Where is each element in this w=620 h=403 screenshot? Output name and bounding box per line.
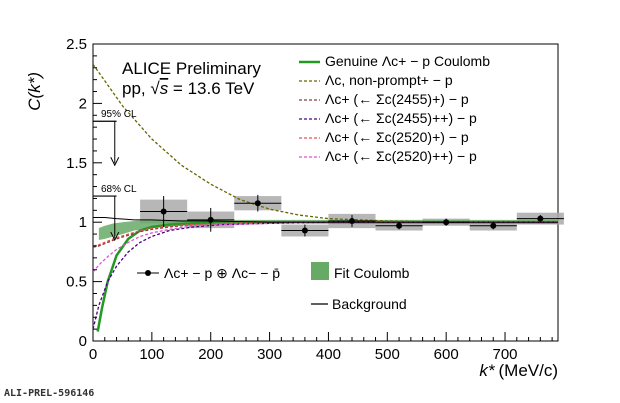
legend-label-genuine: Genuine Λc+ − p Coulomb: [325, 53, 490, 69]
curve-sigma2520p: [93, 221, 558, 247]
legend-marker-dot: [145, 270, 151, 276]
figure-id: ALI-PREL-596146: [4, 388, 94, 399]
data-point-3: [301, 227, 308, 234]
legend-bottom: Λc+ − p ⊕ Λc− − p̄ Fit Coulomb Background: [137, 262, 410, 312]
data-point-2: [254, 200, 261, 207]
y-tick-label-1: 0.5: [66, 274, 87, 291]
legend-label-background: Background: [332, 296, 407, 312]
data-point-0: [160, 208, 167, 215]
legend-top: Genuine Λc+ − p Coulomb Λc, non-prompt+ −…: [299, 53, 490, 164]
legend-label-fit: Fit Coulomb: [334, 265, 410, 281]
data-point-4: [348, 218, 355, 225]
curve-sigma2455p: [93, 221, 558, 248]
x-tick-label-7: 700: [493, 346, 518, 363]
x-tick-label-4: 400: [316, 346, 341, 363]
y-tick-label-3: 1.5: [66, 155, 87, 172]
legend-label-sigma2520p: Λc+ (← Σc(2520)+) − p: [325, 129, 469, 145]
x-tick-label-2: 200: [198, 346, 223, 363]
y-tick-label-4: 2: [79, 95, 87, 112]
y-tick-label-0: 0: [79, 333, 87, 350]
collaboration-label: ALICE Preliminary: [122, 59, 261, 78]
legend-fit-box: [311, 262, 329, 280]
x-axis-title-unit: (MeV/c): [499, 361, 559, 380]
plot-frame: [92, 43, 559, 342]
x-tick-label-0: 0: [89, 346, 97, 363]
axes-ticks: 0 100 200 300 400 500 600 700 0 0.5 1 1.5 2 2.5: [66, 36, 553, 363]
cl-arrow-head-0: [110, 156, 120, 167]
x-tick-label-5: 500: [375, 346, 400, 363]
data-point-1: [207, 216, 214, 223]
x-axis-title-main: k*: [479, 361, 496, 380]
energy-label: pp, √s = 13.6 TeV: [122, 79, 255, 98]
x-axis-title: k* (MeV/c): [479, 361, 558, 380]
legend-label-sigma2455pp: Λc+ (← Σc(2455)++) − p: [325, 110, 477, 126]
x-tick-label-6: 600: [434, 346, 459, 363]
y-axis-title: C(k*): [25, 72, 44, 111]
y-tick-label-5: 2.5: [66, 36, 87, 53]
x-tick-label-1: 100: [139, 346, 164, 363]
cl-arrow-head-1: [110, 231, 120, 242]
cl-limits: 95% CL 68% CL: [93, 109, 137, 242]
legend-label-sigma2455p: Λc+ (← Σc(2455)+) − p: [325, 91, 469, 107]
legend-label-data: Λc+ − p ⊕ Λc− − p̄: [164, 265, 280, 281]
legend-label-sigma2520pp: Λc+ (← Σc(2520)++) − p: [325, 148, 477, 164]
curve-sigma2520pp: [93, 221, 558, 273]
y-tick-label-2: 1: [79, 214, 87, 231]
cl-label-0: 95% CL: [101, 109, 137, 120]
data-point-7: [490, 222, 497, 229]
data-point-6: [443, 219, 450, 226]
legend-label-nonprompt: Λc, non-prompt+ − p: [325, 72, 453, 88]
data-points: [140, 194, 564, 237]
cl-label-1: 68% CL: [101, 184, 137, 195]
x-tick-label-3: 300: [257, 346, 282, 363]
data-point-8: [537, 215, 544, 222]
data-point-5: [396, 222, 403, 229]
